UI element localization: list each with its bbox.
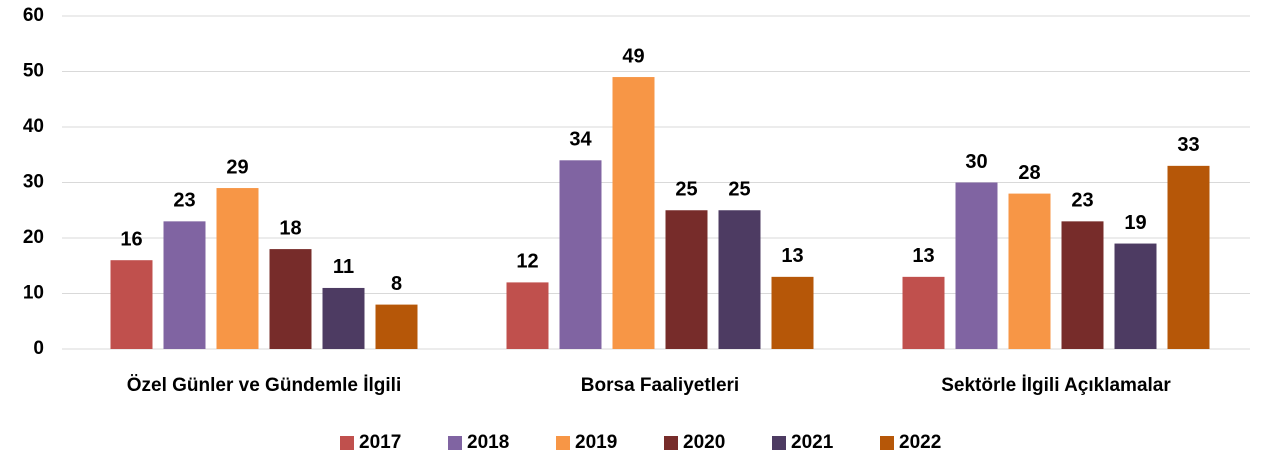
data-label: 23 xyxy=(1071,190,1093,212)
x-tick-label: Sektörle İlgili Açıklamalar xyxy=(941,375,1171,396)
bar xyxy=(718,210,761,349)
bar xyxy=(110,260,153,349)
data-label: 49 xyxy=(622,45,644,67)
bar xyxy=(506,282,549,349)
data-label: 11 xyxy=(333,256,354,278)
bar xyxy=(216,188,259,349)
bar xyxy=(1167,165,1210,349)
legend-swatch xyxy=(880,436,894,450)
x-tick-label: Borsa Faaliyetleri xyxy=(581,375,739,396)
legend-label: 2018 xyxy=(467,432,509,453)
data-label: 23 xyxy=(173,190,195,212)
data-label: 13 xyxy=(912,245,934,267)
bar xyxy=(771,276,814,349)
data-label: 29 xyxy=(226,156,248,178)
legend-swatch xyxy=(664,436,678,450)
legend-label: 2022 xyxy=(899,432,941,453)
legend-label: 2020 xyxy=(683,432,725,453)
legend-swatch xyxy=(772,436,786,450)
bar xyxy=(1114,243,1157,349)
y-tick-label: 30 xyxy=(23,172,44,193)
data-label: 18 xyxy=(279,217,301,239)
data-label: 30 xyxy=(965,151,987,173)
bar xyxy=(612,77,655,350)
bar xyxy=(665,210,708,349)
bar xyxy=(1061,221,1104,349)
bar xyxy=(902,276,945,349)
y-tick-label: 40 xyxy=(23,116,44,137)
data-label: 28 xyxy=(1018,162,1040,184)
legend-label: 2019 xyxy=(575,432,617,453)
y-tick-label: 0 xyxy=(33,338,44,359)
legend-label: 2017 xyxy=(359,432,401,453)
legend-label: 2021 xyxy=(791,432,834,453)
bar xyxy=(163,221,206,349)
data-label: 19 xyxy=(1124,212,1146,234)
data-label: 25 xyxy=(675,179,697,201)
bar xyxy=(269,249,312,349)
data-label: 12 xyxy=(516,251,538,273)
data-label: 13 xyxy=(781,245,803,267)
x-tick-label: Özel Günler ve Gündemle İlgili xyxy=(127,375,402,396)
bar xyxy=(955,182,998,349)
data-label: 33 xyxy=(1177,134,1199,156)
y-tick-label: 50 xyxy=(23,61,44,82)
bar xyxy=(322,287,365,349)
legend-swatch xyxy=(556,436,570,450)
bar xyxy=(559,160,602,349)
legend-swatch xyxy=(448,436,462,450)
bar xyxy=(375,304,418,349)
legend-swatch xyxy=(340,436,354,450)
bar xyxy=(1008,193,1051,349)
data-label: 34 xyxy=(569,129,592,151)
y-tick-label: 10 xyxy=(23,283,44,304)
y-tick-label: 20 xyxy=(23,227,44,248)
data-label: 16 xyxy=(120,228,142,250)
data-label: 8 xyxy=(391,273,402,295)
data-label: 25 xyxy=(728,179,750,201)
y-tick-label: 60 xyxy=(23,5,44,26)
